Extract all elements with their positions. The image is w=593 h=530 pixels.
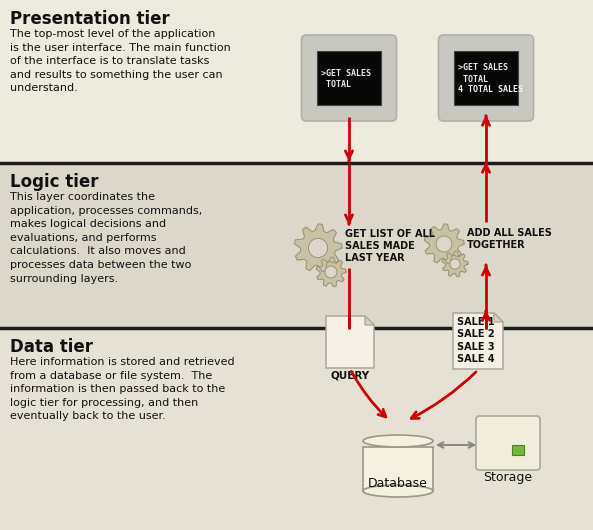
Polygon shape <box>442 251 468 277</box>
Polygon shape <box>316 257 346 287</box>
Bar <box>363 447 433 491</box>
Text: QUERY: QUERY <box>330 371 369 381</box>
Text: This layer coordinates the
application, processes commands,
makes logical decisi: This layer coordinates the application, … <box>10 192 202 284</box>
Polygon shape <box>294 224 342 272</box>
Ellipse shape <box>363 435 433 447</box>
Text: GET LIST OF ALL
SALES MADE
LAST YEAR: GET LIST OF ALL SALES MADE LAST YEAR <box>345 229 435 262</box>
Polygon shape <box>494 313 503 322</box>
Polygon shape <box>425 224 464 264</box>
Text: Data tier: Data tier <box>10 338 93 356</box>
Text: Database: Database <box>368 477 428 490</box>
Polygon shape <box>326 316 374 368</box>
Bar <box>0 163 593 328</box>
Bar <box>0 328 593 530</box>
FancyBboxPatch shape <box>476 416 540 470</box>
Text: >GET SALES: >GET SALES <box>458 64 508 73</box>
Text: 4 TOTAL SALES: 4 TOTAL SALES <box>458 85 522 94</box>
Circle shape <box>436 236 452 252</box>
Text: TOTAL: TOTAL <box>458 75 487 84</box>
FancyBboxPatch shape <box>301 35 397 121</box>
Polygon shape <box>453 313 503 369</box>
Text: The top-most level of the application
is the user interface. The main function
o: The top-most level of the application is… <box>10 29 231 93</box>
Text: Here information is stored and retrieved
from a database or file system.  The
in: Here information is stored and retrieved… <box>10 357 235 421</box>
Polygon shape <box>365 316 374 325</box>
Circle shape <box>450 259 460 269</box>
Bar <box>0 0 593 163</box>
Text: >GET SALES: >GET SALES <box>321 69 371 78</box>
Circle shape <box>308 238 327 258</box>
Bar <box>512 445 524 455</box>
Bar <box>317 51 381 104</box>
Text: Logic tier: Logic tier <box>10 173 98 191</box>
Text: Storage: Storage <box>483 471 533 484</box>
Text: TOTAL: TOTAL <box>321 80 350 89</box>
Text: Presentation tier: Presentation tier <box>10 10 170 28</box>
Circle shape <box>325 266 337 278</box>
Text: SALE 1
SALE 2
SALE 3
SALE 4: SALE 1 SALE 2 SALE 3 SALE 4 <box>457 317 495 364</box>
Ellipse shape <box>363 485 433 497</box>
Bar <box>454 51 518 104</box>
FancyBboxPatch shape <box>438 35 534 121</box>
Text: ADD ALL SALES
TOGETHER: ADD ALL SALES TOGETHER <box>467 228 552 250</box>
